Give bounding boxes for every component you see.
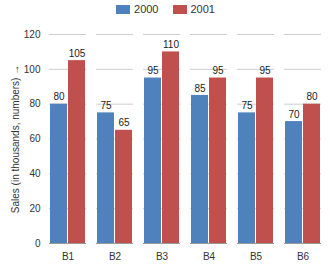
svg-text:120: 120 (24, 29, 41, 40)
svg-text:60: 60 (29, 133, 41, 144)
svg-text:85: 85 (194, 83, 206, 94)
svg-text:95: 95 (259, 65, 271, 76)
svg-text:40: 40 (29, 168, 41, 179)
svg-text:Sales (in thousands, numbers): Sales (in thousands, numbers) → (10, 65, 21, 213)
html-text:2000: 2000 (134, 3, 159, 15)
svg-text:70: 70 (288, 109, 300, 120)
svg-text:75: 75 (100, 100, 112, 111)
html-text:2001: 2001 (190, 3, 215, 15)
svg-text:B6: B6 (297, 251, 310, 262)
svg-text:B1: B1 (62, 251, 75, 262)
svg-text:95: 95 (147, 65, 159, 76)
svg-text:20: 20 (29, 203, 41, 214)
svg-text:100: 100 (24, 64, 41, 75)
svg-text:80: 80 (306, 91, 318, 102)
svg-text:110: 110 (163, 39, 179, 50)
svg-text:B4: B4 (203, 251, 216, 262)
svg-text:B5: B5 (250, 251, 263, 262)
svg-text:B2: B2 (109, 251, 122, 262)
svg-text:105: 105 (69, 48, 86, 59)
svg-text:80: 80 (53, 91, 65, 102)
svg-text:75: 75 (241, 100, 253, 111)
svg-text:B3: B3 (156, 251, 169, 262)
svg-text:0: 0 (35, 238, 41, 249)
svg-text:95: 95 (212, 65, 224, 76)
svg-text:80: 80 (29, 98, 41, 109)
svg-text:65: 65 (118, 117, 130, 128)
